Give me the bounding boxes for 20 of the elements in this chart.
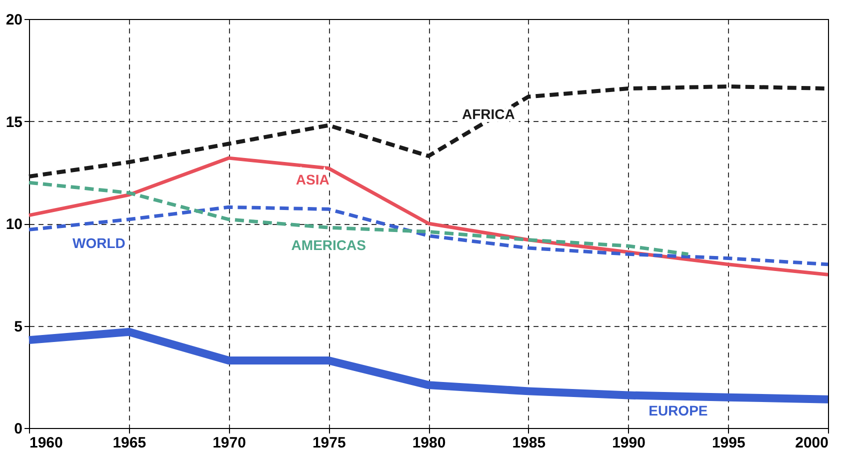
x-tick-label: 1970 <box>212 434 246 452</box>
x-tick-label: 1960 <box>30 434 63 452</box>
series-label: ASIA <box>296 172 330 188</box>
y-tick-label: 15 <box>6 114 22 131</box>
x-tick-label: 1980 <box>412 434 446 452</box>
y-tick-label: 10 <box>6 216 22 233</box>
series-label: EUROPE <box>648 402 708 419</box>
y-tick-label: 5 <box>14 318 22 336</box>
x-tick-label: 1975 <box>312 434 346 452</box>
series-label: WORLD <box>72 234 126 251</box>
x-tick-label: 1985 <box>512 434 546 452</box>
y-tick-label: 20 <box>6 12 22 28</box>
x-tick-label: 2000 <box>795 434 828 452</box>
series-label: AMERICAS <box>291 236 366 253</box>
x-tick-label: 1965 <box>112 434 146 452</box>
y-tick-label: 0 <box>14 420 22 438</box>
x-tick-label: 1990 <box>612 434 646 452</box>
line-series <box>27 205 830 266</box>
x-tick-label: 1995 <box>712 434 746 452</box>
line-series <box>27 156 830 276</box>
